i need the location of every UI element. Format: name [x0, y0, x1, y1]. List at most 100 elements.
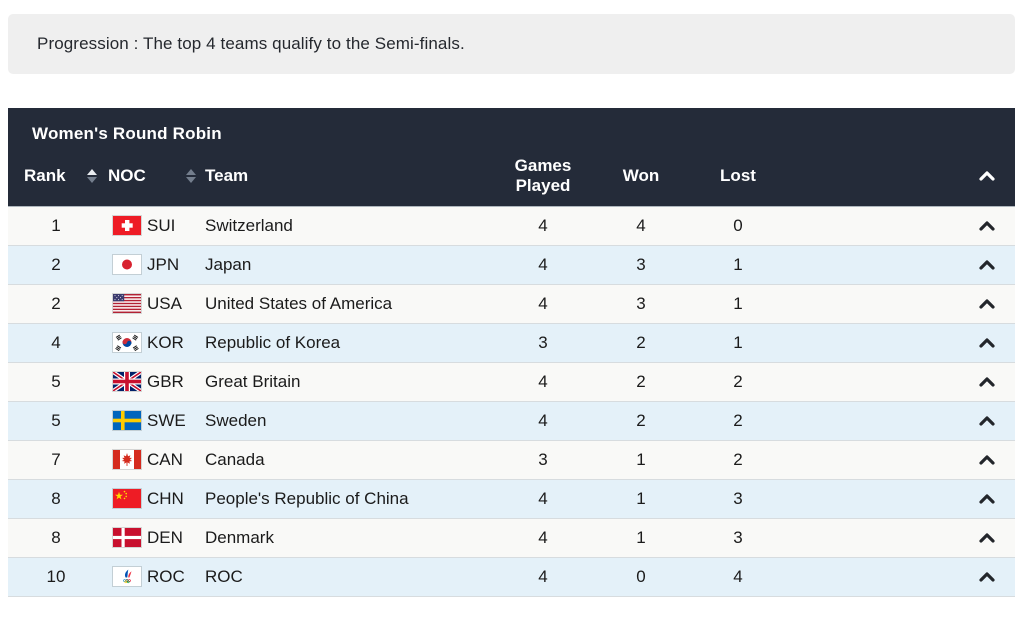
rank-value: 10 [46, 566, 66, 586]
row-spacer [787, 323, 958, 362]
collapse-section-header[interactable] [958, 146, 1015, 206]
table-row[interactable]: 5 GBR Great Britain 4 2 2 [8, 362, 1015, 401]
games-played-value: 4 [538, 410, 548, 430]
rank-value: 7 [51, 449, 61, 469]
progression-note-text: Progression : The top 4 teams qualify to… [37, 34, 465, 53]
noc-code: CAN [147, 449, 183, 469]
rank-sort-icon[interactable] [86, 168, 98, 184]
won-value: 1 [636, 488, 646, 508]
games-played-value: 3 [538, 332, 548, 352]
team-name: Great Britain [205, 371, 301, 391]
chevron-up-icon[interactable] [978, 567, 995, 587]
expand-row-cell[interactable] [958, 245, 1015, 284]
chevron-up-icon[interactable] [978, 489, 995, 509]
expand-row-cell[interactable] [958, 362, 1015, 401]
row-spacer [787, 245, 958, 284]
standings-panel: Women's Round Robin Rank [8, 108, 1015, 597]
lost-header-label: Lost [720, 165, 756, 185]
games-played-value: 4 [538, 527, 548, 547]
table-row[interactable]: 8 DEN Denmark 4 1 3 [8, 518, 1015, 557]
column-header-noc[interactable]: NOC [104, 146, 205, 206]
lost-value: 2 [733, 371, 743, 391]
won-value: 2 [636, 410, 646, 430]
chevron-up-icon[interactable] [978, 255, 995, 275]
table-row[interactable]: 5 SWE Sweden 4 2 2 [8, 401, 1015, 440]
expand-row-cell[interactable] [958, 323, 1015, 362]
noc-code: USA [147, 293, 182, 313]
chevron-up-icon[interactable] [978, 333, 995, 353]
flag-sui-icon [113, 216, 141, 235]
rank-value: 1 [51, 215, 61, 235]
team-name: Sweden [205, 410, 267, 430]
header-spacer [787, 146, 958, 206]
lost-value: 0 [733, 215, 743, 235]
column-header-won: Won [593, 146, 689, 206]
won-value: 4 [636, 215, 646, 235]
team-name: United States of America [205, 293, 393, 313]
row-spacer [787, 479, 958, 518]
expand-row-cell[interactable] [958, 518, 1015, 557]
standings-table: Rank NOC [8, 146, 1015, 597]
lost-value: 4 [733, 566, 743, 586]
chevron-up-icon[interactable] [978, 450, 995, 470]
won-value: 0 [636, 566, 646, 586]
team-name: Canada [205, 449, 265, 469]
row-spacer [787, 206, 958, 245]
table-row[interactable]: 7 CAN Canada 3 1 2 [8, 440, 1015, 479]
team-name: Republic of Korea [205, 332, 341, 352]
noc-cell: CHN [104, 479, 205, 518]
chevron-up-icon[interactable] [978, 372, 995, 392]
expand-row-cell[interactable] [958, 206, 1015, 245]
chevron-up-icon[interactable] [978, 166, 995, 186]
expand-row-cell[interactable] [958, 284, 1015, 323]
games-played-value: 4 [538, 488, 548, 508]
table-row[interactable]: 10 ROC ROC 4 0 4 [8, 557, 1015, 596]
rank-value: 5 [51, 371, 61, 391]
noc-cell: ROC [104, 557, 205, 596]
row-spacer [787, 557, 958, 596]
noc-code: SUI [147, 215, 176, 235]
noc-sort-icon[interactable] [185, 168, 197, 184]
header-row: Rank NOC [8, 146, 1015, 206]
table-row[interactable]: 8 CHN People's Republic of China 4 1 3 [8, 479, 1015, 518]
rank-value: 2 [51, 293, 61, 313]
rank-value: 2 [51, 254, 61, 274]
chevron-up-icon[interactable] [978, 294, 995, 314]
rank-header-label: Rank [24, 165, 66, 185]
expand-row-cell[interactable] [958, 401, 1015, 440]
won-value: 1 [636, 449, 646, 469]
table-row[interactable]: 2 JPN Japan 4 3 1 [8, 245, 1015, 284]
table-row[interactable]: 2 USA United States of America 4 3 1 [8, 284, 1015, 323]
chevron-up-icon[interactable] [978, 411, 995, 431]
noc-cell: JPN [104, 245, 205, 284]
table-body: 1 SUI Switzerland 4 4 0 2 JPN Japan 4 3 … [8, 206, 1015, 596]
won-value: 3 [636, 254, 646, 274]
team-name: ROC [205, 566, 243, 586]
expand-row-cell[interactable] [958, 557, 1015, 596]
team-name: People's Republic of China [205, 488, 409, 508]
noc-cell: GBR [104, 362, 205, 401]
column-header-team: Team [205, 146, 493, 206]
noc-cell: CAN [104, 440, 205, 479]
lost-value: 1 [733, 254, 743, 274]
won-header-label: Won [622, 165, 660, 185]
row-spacer [787, 440, 958, 479]
noc-header-label: NOC [108, 165, 146, 185]
rank-value: 8 [51, 527, 61, 547]
column-header-rank[interactable]: Rank [8, 146, 104, 206]
games-played-value: 4 [538, 293, 548, 313]
row-spacer [787, 284, 958, 323]
chevron-up-icon[interactable] [978, 216, 995, 236]
chevron-up-icon[interactable] [978, 528, 995, 548]
games-played-value: 3 [538, 449, 548, 469]
games-played-value: 4 [538, 566, 548, 586]
table-row[interactable]: 4 KOR Republic of Korea 3 2 1 [8, 323, 1015, 362]
lost-value: 1 [733, 332, 743, 352]
won-value: 2 [636, 371, 646, 391]
expand-row-cell[interactable] [958, 479, 1015, 518]
expand-row-cell[interactable] [958, 440, 1015, 479]
table-row[interactable]: 1 SUI Switzerland 4 4 0 [8, 206, 1015, 245]
team-name: Denmark [205, 527, 274, 547]
noc-code: DEN [147, 527, 183, 547]
won-value: 2 [636, 332, 646, 352]
